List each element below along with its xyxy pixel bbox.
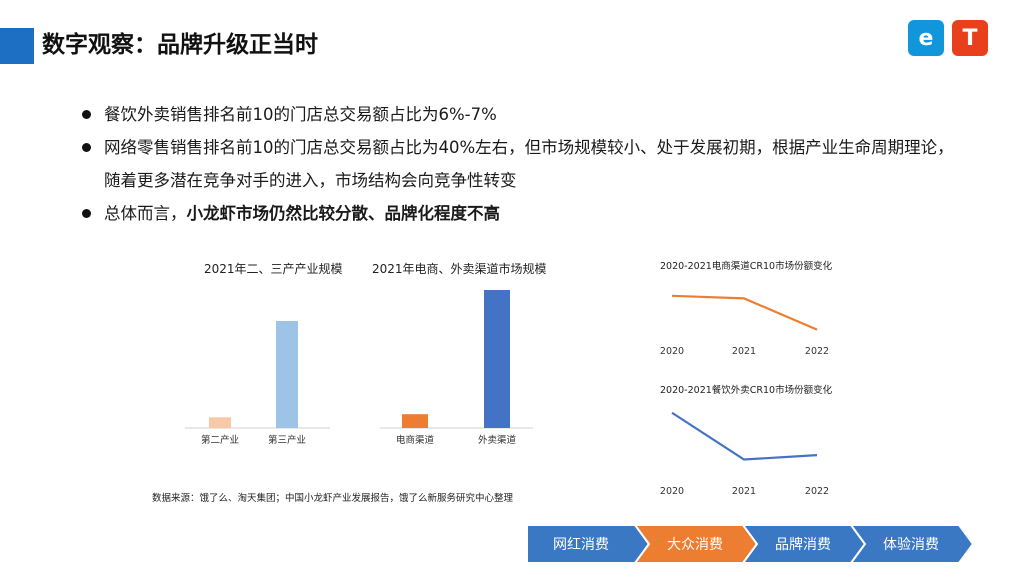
- series-line: [671, 411, 818, 461]
- flow-step-arrow: [849, 525, 975, 563]
- data-source-note: 数据来源：饿了么、淘天集团；中国小龙虾产业发展报告，饿了么新服务研究中心整理: [152, 493, 514, 504]
- flow-step-label: 品牌消费: [775, 536, 831, 553]
- tmall-logo-icon: T: [952, 20, 988, 56]
- logo-group: e T: [908, 20, 988, 56]
- bar: [209, 417, 231, 428]
- bullet-text: 网络零售销售排名前10的门店总交易额占比为40%左右，但市场规模较小、处于发展初…: [104, 138, 954, 190]
- x-tick-label: 外卖渠道: [478, 434, 517, 446]
- x-tick-label: 第三产业: [268, 434, 306, 446]
- flow-step-label: 体验消费: [883, 537, 939, 553]
- chart-title: 2020-2021餐饮外卖CR10市场份额变化: [660, 385, 833, 396]
- bullet-item: 网络零售销售排名前10的门店总交易额占比为40%左右，但市场规模较小、处于发展初…: [82, 131, 962, 197]
- x-tick-label: 2021: [732, 346, 756, 357]
- bullet-bold-text: 小龙虾市场仍然比较分散、品牌化程度不高: [186, 204, 501, 223]
- bullet-text: 餐饮外卖销售排名前10的门店总交易额占比为6%-7%: [104, 105, 497, 124]
- eleme-logo-icon: e: [908, 20, 944, 56]
- x-tick-label: 2020: [660, 486, 684, 497]
- chart-title: 2020-2021电商渠道CR10市场份额变化: [660, 261, 833, 272]
- title-accent-bar: [0, 28, 34, 64]
- x-tick-label: 2022: [805, 486, 829, 497]
- x-tick-label: 2020: [660, 346, 684, 357]
- flow-step-label: 网红消费: [553, 537, 609, 553]
- x-tick-label: 电商渠道: [396, 434, 435, 446]
- takeout-line-chart: 2020 2021 2022: [660, 411, 829, 497]
- ecommerce-line-chart: 2020 2021 2022: [660, 294, 829, 357]
- chart-title: 2021年二、三产产业规模: [204, 262, 343, 276]
- series-line: [671, 294, 818, 331]
- flow-step-arrow: [633, 525, 759, 563]
- bullet-item: 总体而言，小龙虾市场仍然比较分散、品牌化程度不高: [82, 197, 962, 230]
- bar: [484, 290, 510, 428]
- flow-step-arrow: [741, 525, 867, 563]
- x-tick-label: 2021: [732, 486, 756, 497]
- chart-title: 2021年电商、外卖渠道市场规模: [372, 262, 547, 276]
- bar: [276, 321, 298, 428]
- bullet-text: 总体而言，: [104, 204, 187, 223]
- bullet-item: 餐饮外卖销售排名前10的门店总交易额占比为6%-7%: [82, 98, 962, 131]
- bar: [402, 414, 428, 428]
- bullet-list: 餐饮外卖销售排名前10的门店总交易额占比为6%-7% 网络零售销售排名前10的门…: [82, 98, 962, 230]
- industry-bar-chart: 第二产业 第三产业: [185, 321, 330, 446]
- consumption-stage-flow: 网红消费 大众消费 品牌消费 体验消费: [527, 525, 975, 563]
- flow-step-label: 大众消费: [667, 537, 723, 553]
- channel-bar-chart: 电商渠道 外卖渠道: [380, 290, 533, 446]
- x-tick-label: 2022: [805, 346, 829, 357]
- x-tick-label: 第二产业: [201, 434, 239, 446]
- page-title: 数字观察：品牌升级正当时: [42, 32, 318, 58]
